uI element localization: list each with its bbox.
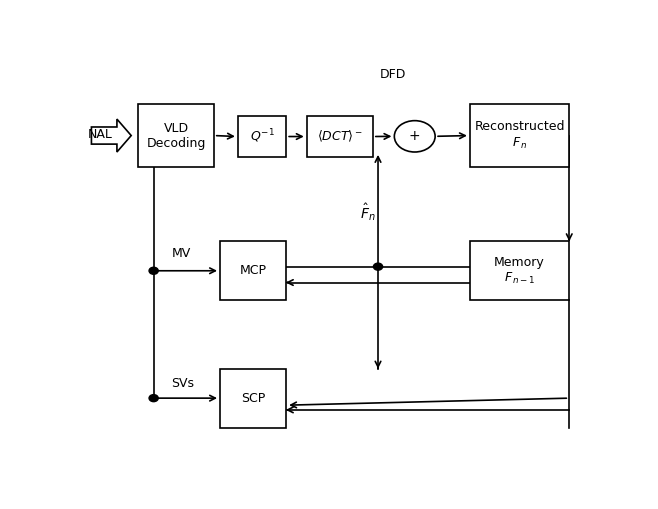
Text: $\langle DCT \rangle^-$: $\langle DCT \rangle^-$: [316, 129, 363, 144]
Text: SCP: SCP: [241, 391, 265, 405]
Bar: [470, 241, 569, 300]
Bar: [138, 104, 214, 167]
Circle shape: [149, 267, 158, 274]
Bar: [220, 241, 286, 300]
Bar: [220, 369, 286, 428]
Text: Reconstructed
$F_{\,n}$: Reconstructed $F_{\,n}$: [474, 121, 565, 151]
Text: MV: MV: [172, 247, 191, 260]
Bar: [470, 104, 569, 167]
Circle shape: [394, 121, 435, 152]
Text: VLD
Decoding: VLD Decoding: [146, 122, 206, 150]
Text: $\hat{F}_n$: $\hat{F}_n$: [360, 201, 376, 223]
Text: MCP: MCP: [240, 264, 266, 277]
Circle shape: [374, 263, 382, 270]
Bar: [238, 116, 286, 157]
Bar: [307, 116, 373, 157]
Text: SVs: SVs: [172, 377, 195, 390]
Text: +: +: [409, 129, 420, 144]
Circle shape: [149, 394, 158, 402]
Text: $Q^{-1}$: $Q^{-1}$: [249, 128, 274, 146]
Text: NAL: NAL: [88, 128, 113, 141]
Text: DFD: DFD: [380, 68, 407, 81]
Text: Memory
$F_{\,n-1}$: Memory $F_{\,n-1}$: [494, 256, 545, 286]
Polygon shape: [91, 119, 131, 152]
